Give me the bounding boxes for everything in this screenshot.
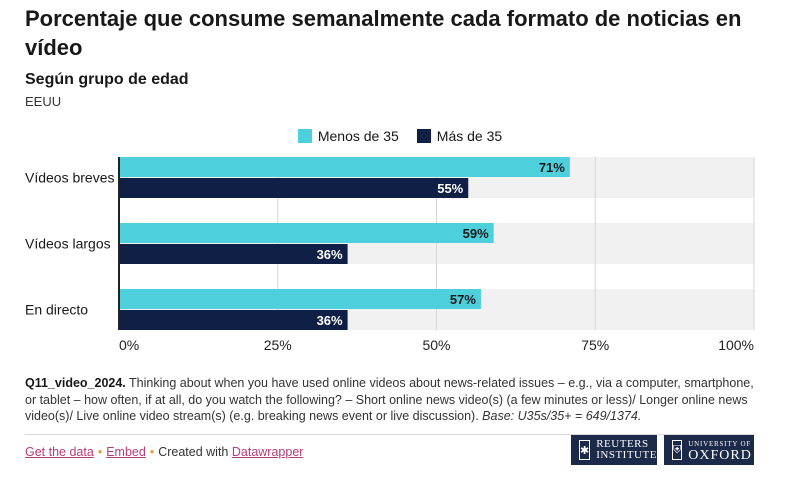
chart-title: Porcentaje que consume semanalmente cada… bbox=[25, 6, 742, 60]
footer-divider bbox=[25, 434, 755, 435]
region-label: EEUU bbox=[25, 94, 62, 109]
footer-separator: • bbox=[97, 445, 103, 459]
bar-menos35 bbox=[119, 289, 481, 309]
reuters-emblem-icon: ✱ bbox=[579, 440, 591, 460]
x-tick-label: 25% bbox=[264, 337, 292, 353]
reuters-logo-line2: INSTITUTE bbox=[596, 449, 657, 461]
legend-label-mas35: Más de 35 bbox=[436, 128, 503, 144]
footer-separator: • bbox=[149, 445, 155, 459]
created-with-text: Created with bbox=[158, 445, 229, 459]
bar-menos35 bbox=[119, 223, 494, 243]
x-tick-label: 100% bbox=[718, 337, 754, 353]
reuters-institute-logo: ✱ REUTERS INSTITUTE bbox=[571, 435, 657, 465]
bar-mas35 bbox=[119, 244, 348, 264]
reuters-logo-line1: REUTERS bbox=[596, 438, 649, 450]
bar-chart: 0% 25% 50% 75% 100% Vídeos breves 71% 55% Vídeos… bbox=[25, 157, 755, 353]
value-label: 57% bbox=[450, 292, 476, 307]
oxford-logo: ⛨ UNIVERSITY OF OXFORD bbox=[664, 435, 754, 465]
datawrapper-link[interactable]: Datawrapper bbox=[231, 445, 304, 459]
x-tick-label: 0% bbox=[119, 337, 139, 353]
legend-item-mas35: Más de 35 bbox=[416, 128, 503, 144]
bar-menos35 bbox=[119, 157, 570, 177]
legend-item-menos35: Menos de 35 bbox=[297, 128, 399, 144]
oxford-crest-icon: ⛨ bbox=[672, 440, 683, 460]
bar-mas35 bbox=[119, 178, 469, 198]
legend-label-menos35: Menos de 35 bbox=[317, 128, 399, 144]
value-label: 59% bbox=[463, 226, 489, 241]
bar-mas35 bbox=[119, 310, 348, 330]
question-text: Thinking about when you have used online… bbox=[25, 376, 754, 423]
footer: Get the data • Embed • Created with Datawrap… bbox=[25, 445, 303, 459]
category-label: En directo bbox=[25, 302, 88, 318]
value-label: 36% bbox=[317, 247, 343, 262]
category-label: Vídeos breves bbox=[25, 170, 115, 186]
embed-link[interactable]: Embed bbox=[106, 445, 146, 459]
legend-swatch-menos35 bbox=[297, 129, 312, 143]
legend: Menos de 35 Más de 35 bbox=[0, 128, 800, 144]
x-tick-label: 75% bbox=[581, 337, 609, 353]
legend-swatch-mas35 bbox=[416, 129, 431, 143]
value-label: 55% bbox=[437, 181, 463, 196]
category-label: Vídeos largos bbox=[25, 236, 111, 252]
sample-base: Base: U35s/35+ = 649/1374. bbox=[482, 409, 642, 423]
chart-subtitle: Según grupo de edad bbox=[25, 71, 189, 88]
value-label: 36% bbox=[317, 313, 343, 328]
question-code: Q11_video_2024. bbox=[25, 376, 126, 390]
methodology-note: Q11_video_2024. Thinking about when you … bbox=[25, 375, 765, 425]
get-data-link[interactable]: Get the data bbox=[25, 445, 94, 459]
x-tick-label: 50% bbox=[422, 337, 450, 353]
oxford-logo-line1: UNIVERSITY OF bbox=[688, 440, 752, 448]
oxford-logo-line2: OXFORD bbox=[688, 448, 752, 463]
value-label: 71% bbox=[539, 160, 565, 175]
